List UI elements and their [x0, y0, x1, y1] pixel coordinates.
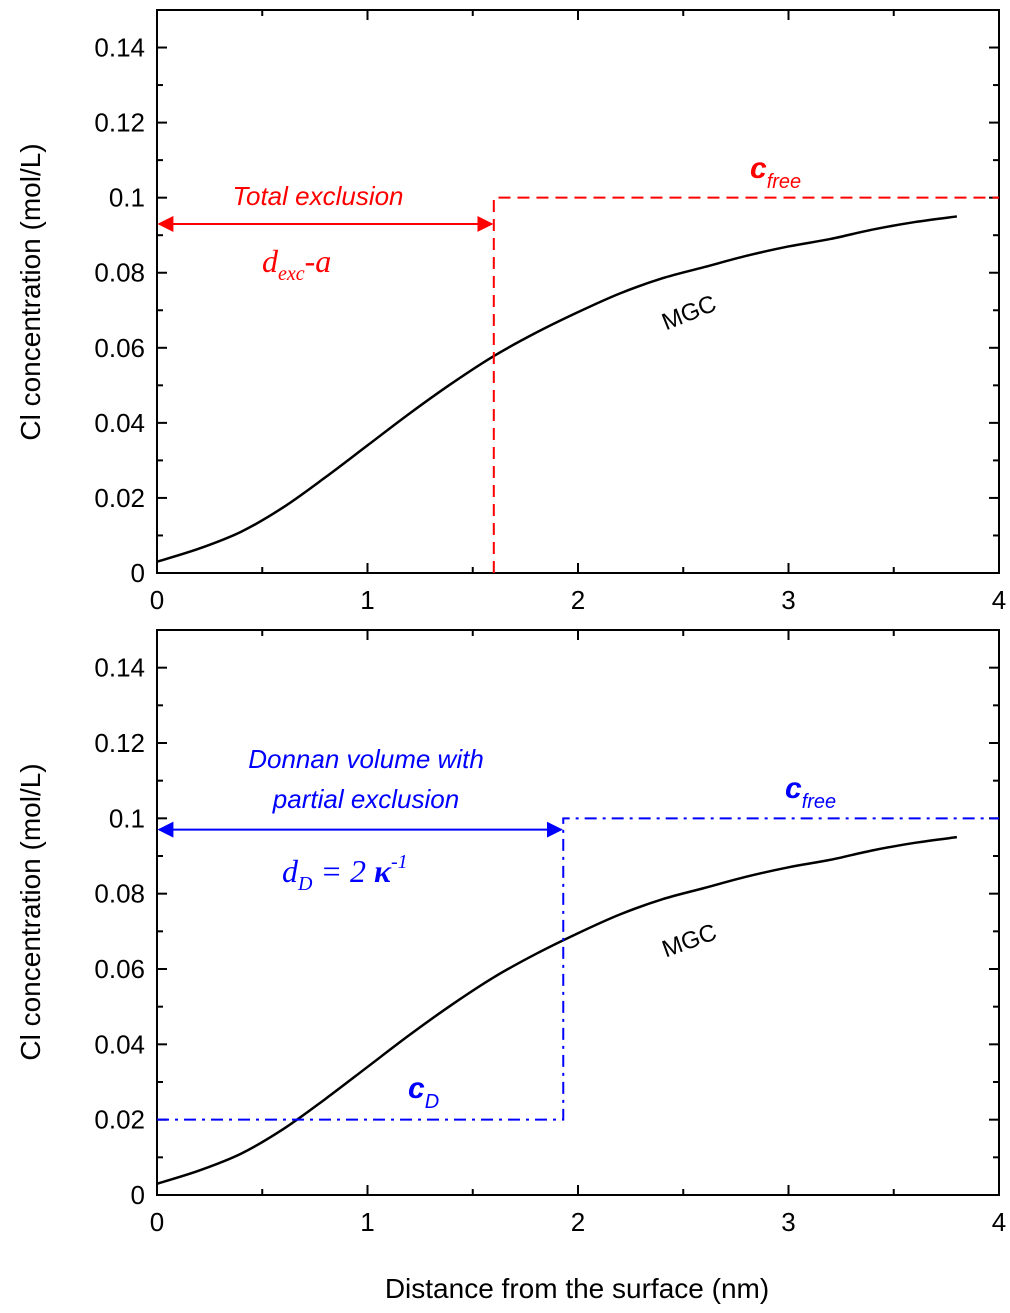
bottom-x-tick-label: 4: [992, 1207, 1006, 1237]
top-x-tick-label: 1: [360, 585, 374, 615]
bottom-x-tick-label: 2: [571, 1207, 585, 1237]
top-plot-frame: [156, 9, 1000, 574]
top-x-tick-label: 3: [781, 585, 795, 615]
x-axis-title: Distance from the surface (nm): [385, 1273, 769, 1304]
bottom-y-tick-label: 0.1: [109, 803, 145, 833]
bottom-y-axis-title: Cl concentration (mol/L): [15, 763, 46, 1060]
top-x-tick-label: 4: [992, 585, 1006, 615]
bottom-x-tick-label: 1: [360, 1207, 374, 1237]
top-y-tick-label: 0.1: [109, 183, 145, 213]
top-ticks: 0 1 2 3 4 0 0.02 0.04 0.06 0.08 0.1 0.12 0.14: [94, 10, 1006, 615]
bottom-y-tick-label: 0.14: [94, 653, 145, 683]
bottom-x-tick-label: 0: [150, 1207, 164, 1237]
top-cfree-label: cfree: [750, 152, 801, 193]
top-y-tick-label: 0.14: [94, 33, 145, 63]
top-y-tick-label: 0.06: [94, 333, 145, 363]
top-y-tick-label: 0.04: [94, 408, 145, 438]
top-x-tick-label: 2: [571, 585, 585, 615]
top-y-tick-label: 0.02: [94, 483, 145, 513]
top-total-exclusion-label: Total exclusion: [232, 181, 403, 211]
top-y-axis-title: Cl concentration (mol/L): [15, 143, 46, 440]
bottom-y-tick-label: 0.12: [94, 728, 145, 758]
top-y-tick-label: 0.08: [94, 258, 145, 288]
top-dexc-label: dexc-a: [262, 243, 331, 285]
bottom-panel: 0 1 2 3 4 0 0.02 0.04 0.06 0.08 0.1 0.12 0.14 Cl con…: [15, 629, 1006, 1304]
top-x-tick-label: 0: [150, 585, 164, 615]
bottom-cd-label: cD: [408, 1072, 439, 1113]
top-y-tick-label: 0: [131, 558, 145, 588]
bottom-y-tick-label: 0: [131, 1180, 145, 1210]
top-series: [156, 196, 999, 573]
bottom-cfree-label: cfree: [785, 772, 836, 813]
top-y-tick-label: 0.12: [94, 108, 145, 138]
bottom-series-mgc: [156, 835, 958, 1185]
bottom-y-tick-label: 0.04: [94, 1029, 145, 1059]
bottom-series: [156, 817, 999, 1185]
bottom-y-tick-label: 0.02: [94, 1105, 145, 1135]
top-panel: 0 1 2 3 4 0 0.02 0.04 0.06 0.08 0.1 0.12 0.14 Cl con…: [15, 9, 1006, 615]
bottom-dd-label: dD = 2 κ-1: [282, 851, 408, 895]
bottom-y-tick-label: 0.06: [94, 954, 145, 984]
top-mgc-label: MGC: [658, 290, 720, 336]
bottom-y-tick-label: 0.08: [94, 879, 145, 909]
bottom-ticks: 0 1 2 3 4 0 0.02 0.04 0.06 0.08 0.1 0.12 0.14: [94, 630, 1006, 1237]
top-series-mgc: [156, 215, 958, 563]
bottom-mgc-label: MGC: [659, 919, 721, 964]
bottom-donnan-label-line1: Donnan volume with: [248, 744, 484, 774]
bottom-series-donnan: [157, 817, 999, 1121]
bottom-plot-frame: [156, 629, 1000, 1196]
bottom-x-tick-label: 3: [781, 1207, 795, 1237]
bottom-donnan-label-line2: partial exclusion: [272, 784, 459, 814]
top-series-c-free: [492, 196, 999, 573]
